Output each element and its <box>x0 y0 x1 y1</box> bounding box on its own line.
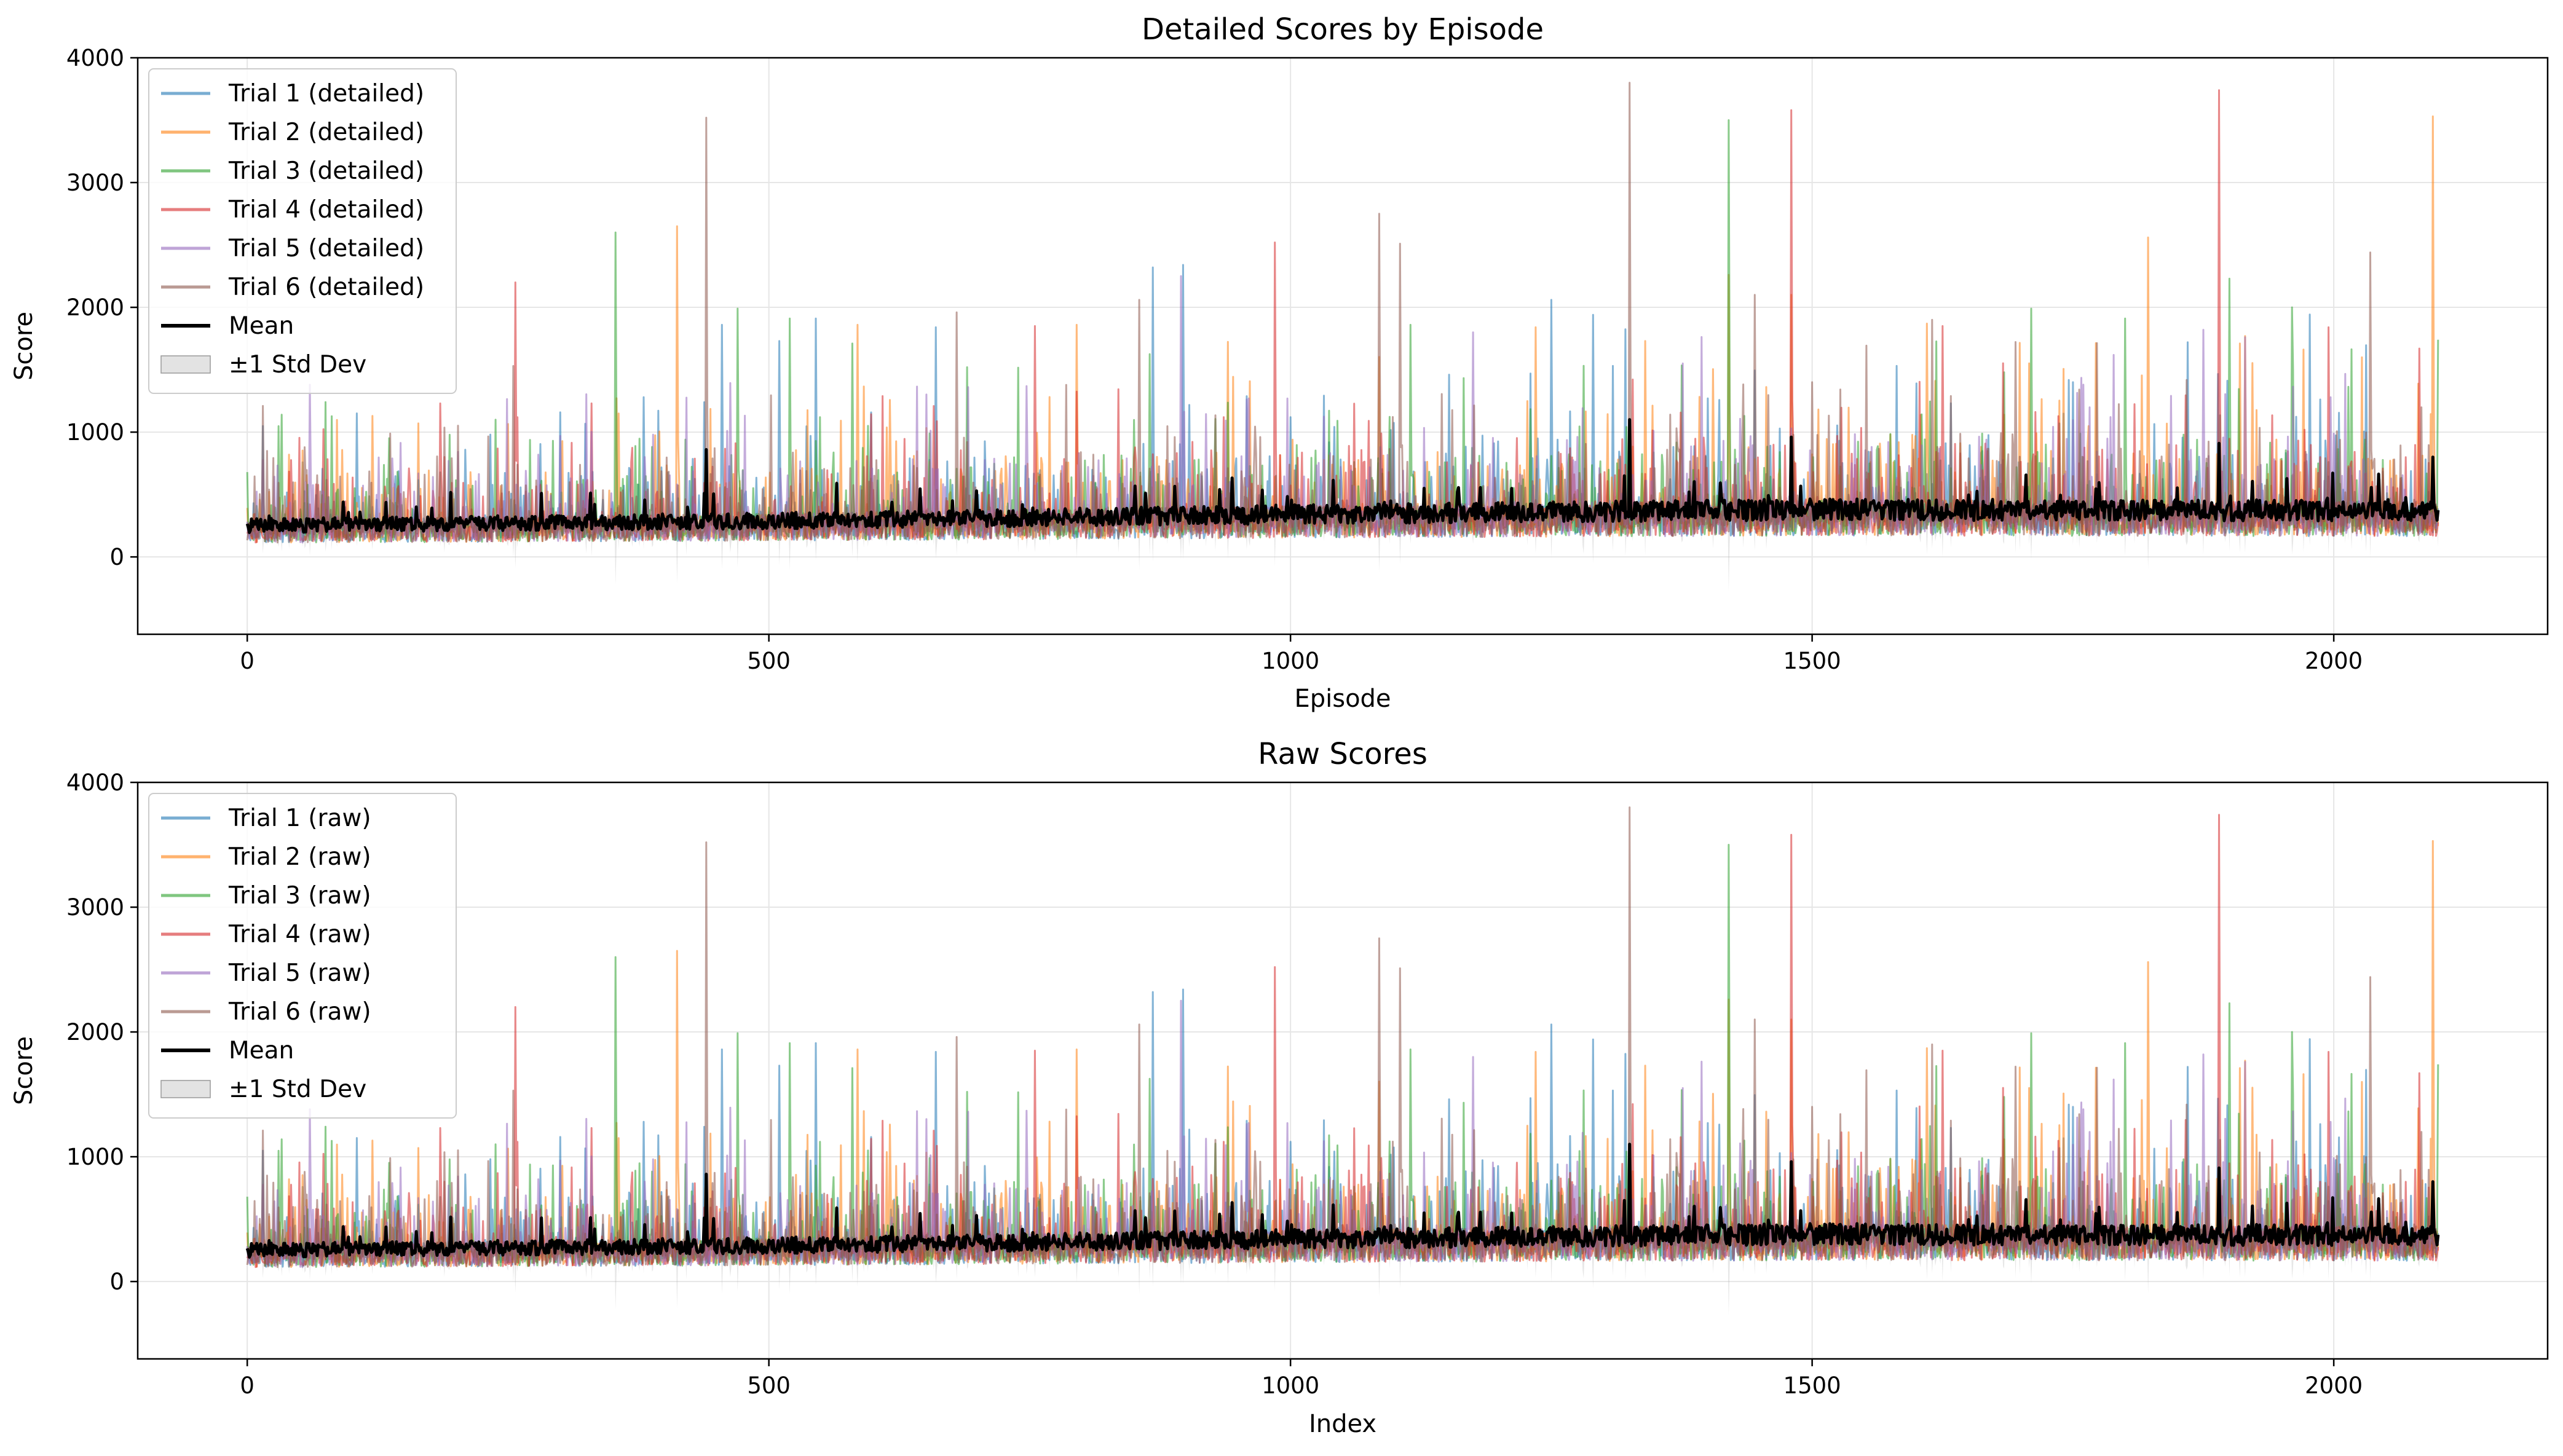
chart-title: Detailed Scores by Episode <box>1142 12 1544 47</box>
legend-label: ±1 Std Dev <box>229 1076 366 1103</box>
y-tick-label: 3000 <box>66 894 124 921</box>
series-lines <box>245 806 2440 1269</box>
y-tick-label: 1000 <box>66 419 124 446</box>
legend-label: Mean <box>229 1037 294 1064</box>
y-tick-label: 3000 <box>66 170 124 196</box>
y-tick-label: 0 <box>109 1269 124 1295</box>
y-tick-label: 4000 <box>66 769 124 796</box>
x-tick-label: 500 <box>747 1372 791 1399</box>
x-tick-label: 2000 <box>2305 1372 2363 1399</box>
x-tick-label: 0 <box>240 1372 255 1399</box>
legend-band-swatch <box>160 1080 211 1098</box>
x-ticks: 0 500 1000 1500 2000 <box>240 1359 2363 1399</box>
legend: Trial 1 (raw) Trial 2 (raw) Trial 3 (raw) T… <box>148 793 457 1119</box>
y-tick-label: 1000 <box>66 1144 124 1170</box>
legend-label: Trial 2 (detailed) <box>228 119 424 146</box>
legend-label: ±1 Std Dev <box>229 351 366 379</box>
series-line <box>246 806 2439 1269</box>
grid <box>138 57 2548 634</box>
series-lines <box>245 82 2440 544</box>
legend-label: Mean <box>229 312 294 340</box>
y-axis-label: Score <box>10 312 38 380</box>
mean-line <box>245 418 2440 534</box>
raw-scores-chart: Raw Scores 0 500 1000 1500 2000 0 1000 2000 300… <box>10 737 2549 1438</box>
legend-label: Trial 6 (detailed) <box>228 273 424 301</box>
legend-label: Trial 4 (raw) <box>228 921 371 948</box>
legend-label: Trial 4 (detailed) <box>228 196 424 224</box>
legend-label: Trial 6 (raw) <box>228 998 371 1026</box>
y-tick-label: 4000 <box>66 45 124 71</box>
legend-label: Trial 1 (raw) <box>228 805 371 832</box>
x-axis-label: Episode <box>1294 685 1391 713</box>
legend-label: Trial 5 (detailed) <box>228 235 424 262</box>
y-tick-label: 2000 <box>66 294 124 321</box>
x-ticks: 0 500 1000 1500 2000 <box>240 634 2363 674</box>
plot-frame <box>136 57 2549 636</box>
legend-label: Trial 1 (detailed) <box>228 80 424 108</box>
legend-label: Trial 3 (detailed) <box>228 157 424 185</box>
chart-title: Raw Scores <box>1258 737 1428 771</box>
legend-label: Trial 2 (raw) <box>228 843 371 871</box>
plot-frame <box>136 781 2549 1360</box>
x-tick-label: 1000 <box>1262 1372 1319 1399</box>
x-tick-label: 1500 <box>1783 648 1841 674</box>
x-axis-label: Index <box>1309 1410 1376 1438</box>
legend-label: Trial 3 (raw) <box>228 882 371 910</box>
legend-box <box>148 793 457 1119</box>
x-tick-label: 1000 <box>1262 648 1319 674</box>
series-line <box>246 82 2439 544</box>
x-tick-label: 500 <box>747 648 791 674</box>
legend-box <box>148 68 457 394</box>
x-tick-label: 2000 <box>2305 648 2363 674</box>
y-ticks: 0 1000 2000 3000 4000 <box>66 769 138 1295</box>
y-tick-label: 2000 <box>66 1019 124 1045</box>
x-tick-label: 0 <box>240 648 255 674</box>
legend-label: Trial 5 (raw) <box>228 959 371 987</box>
legend-band-swatch <box>160 355 211 374</box>
y-ticks: 0 1000 2000 3000 4000 <box>66 45 138 570</box>
mean-line <box>245 1143 2440 1259</box>
y-tick-label: 0 <box>109 544 124 570</box>
legend: Trial 1 (detailed) Trial 2 (detailed) Tria… <box>148 68 457 394</box>
y-axis-label: Score <box>10 1036 38 1105</box>
x-tick-label: 1500 <box>1783 1372 1841 1399</box>
detailed-scores-chart: Detailed Scores by Episode 0 500 1000 1500 2… <box>10 12 2549 713</box>
